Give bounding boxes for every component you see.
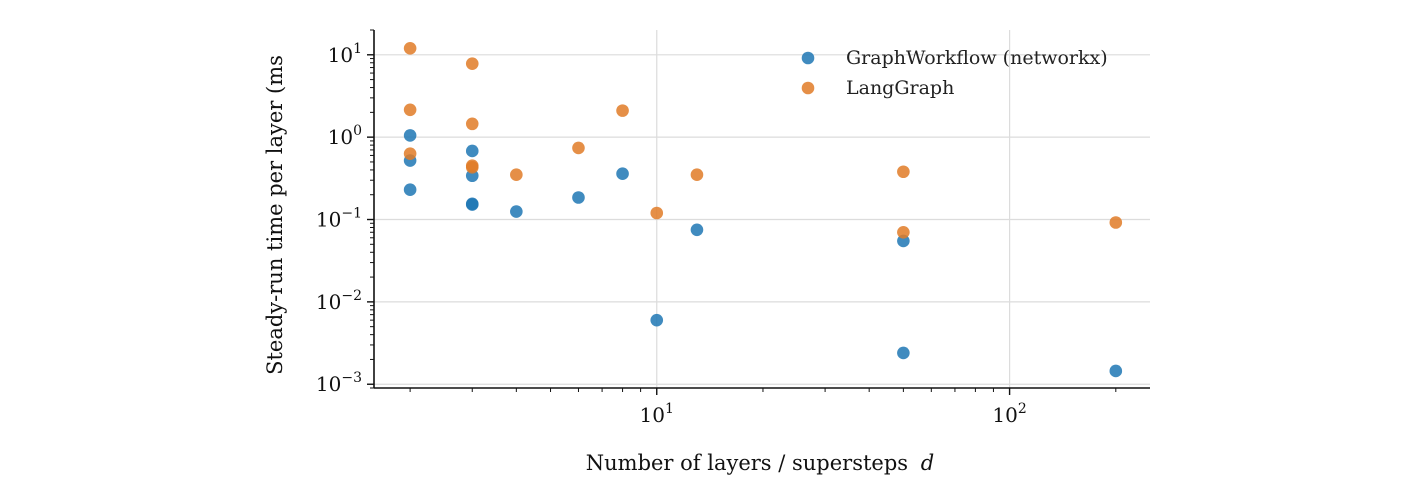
x-axis-title-text: Number of layers / supersteps (586, 451, 908, 475)
langgraph-point (465, 161, 479, 174)
x-tick-label: 102 (992, 401, 1026, 427)
axes: 101 102 10−3 10−2 10−1 100 101 (316, 29, 1150, 427)
langgraph-point (403, 147, 417, 160)
langgraph-point (510, 168, 523, 182)
langgraph-point (403, 103, 417, 117)
langgraph-point (616, 104, 629, 117)
langgraph-point (403, 41, 417, 55)
graphworkflow-point (897, 234, 910, 248)
graphworkflow-point (650, 313, 664, 327)
y-tick-label: 10−3 (316, 370, 362, 396)
langgraph-point (465, 117, 479, 131)
y-tick-label: 10−2 (316, 288, 362, 314)
graphworkflow-point (897, 346, 910, 360)
graphworkflow-point (403, 183, 417, 197)
y-tick-label: 100 (328, 123, 362, 149)
x-axis-title: Number of layers / supersteps d (586, 451, 934, 475)
langgraph-point (650, 206, 664, 220)
y-tick-label: 10−1 (316, 206, 362, 232)
legend-label: GraphWorkflow (networkx) (846, 47, 1108, 69)
graphworkflow-point (690, 223, 704, 237)
langgraph-point (465, 57, 479, 70)
legend-label: LangGraph (846, 77, 954, 99)
langgraph-point (690, 168, 704, 182)
langgraph-point (572, 141, 585, 155)
x-axis-variable: d (921, 451, 934, 475)
graphworkflow-point (616, 167, 629, 180)
grid-lines (374, 30, 1150, 388)
langgraph-point (897, 165, 910, 179)
graphworkflow-point (572, 191, 585, 204)
legend-marker (801, 51, 815, 65)
y-axis-title: Steady-run time per layer (ms (263, 55, 287, 375)
graphworkflow-point (1109, 364, 1123, 378)
x-tick-label: 101 (640, 401, 674, 427)
graphworkflow-point (465, 198, 479, 211)
legend-marker (801, 81, 815, 95)
graphworkflow-point (465, 144, 479, 158)
data-points (403, 41, 1123, 378)
y-tick-label: 101 (328, 41, 362, 67)
graphworkflow-point (510, 205, 523, 218)
langgraph-point (1109, 216, 1123, 229)
graphworkflow-point (403, 129, 417, 142)
legend: GraphWorkflow (networkx) LangGraph (801, 47, 1108, 99)
langgraph-point (897, 225, 910, 239)
